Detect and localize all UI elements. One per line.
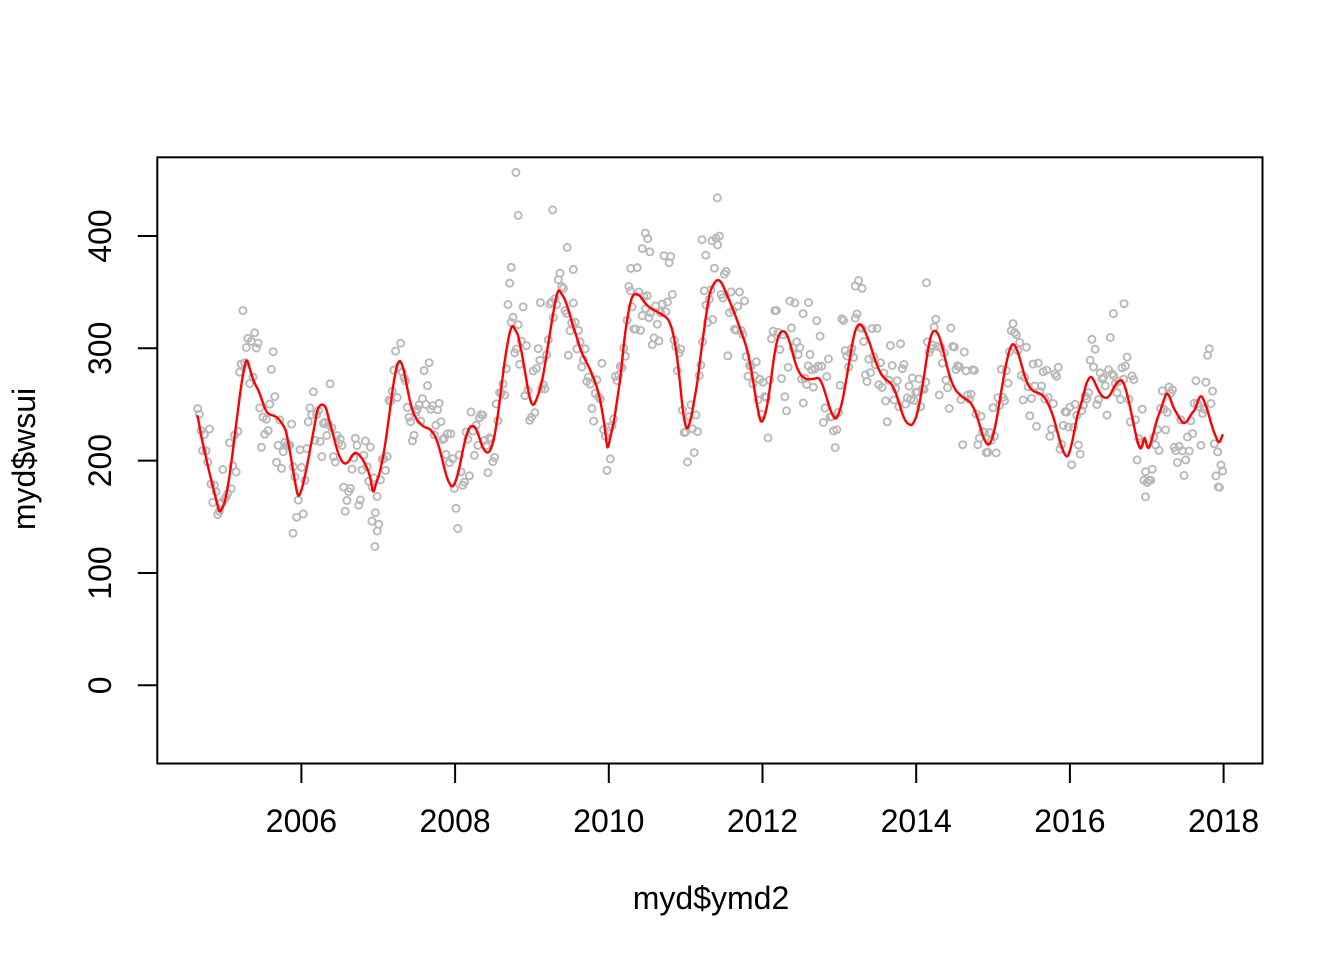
svg-text:2008: 2008 [420,803,491,839]
svg-text:2012: 2012 [727,803,798,839]
svg-text:0: 0 [82,676,118,694]
svg-text:300: 300 [82,322,118,375]
svg-text:2006: 2006 [266,803,337,839]
svg-text:400: 400 [82,209,118,262]
svg-text:200: 200 [82,434,118,487]
svg-text:2016: 2016 [1034,803,1105,839]
svg-text:2014: 2014 [881,803,952,839]
svg-text:2010: 2010 [573,803,644,839]
svg-text:myd$wsui: myd$wsui [6,388,42,530]
svg-text:2018: 2018 [1188,803,1259,839]
svg-text:100: 100 [82,546,118,599]
svg-text:myd$ymd2: myd$ymd2 [633,880,790,916]
